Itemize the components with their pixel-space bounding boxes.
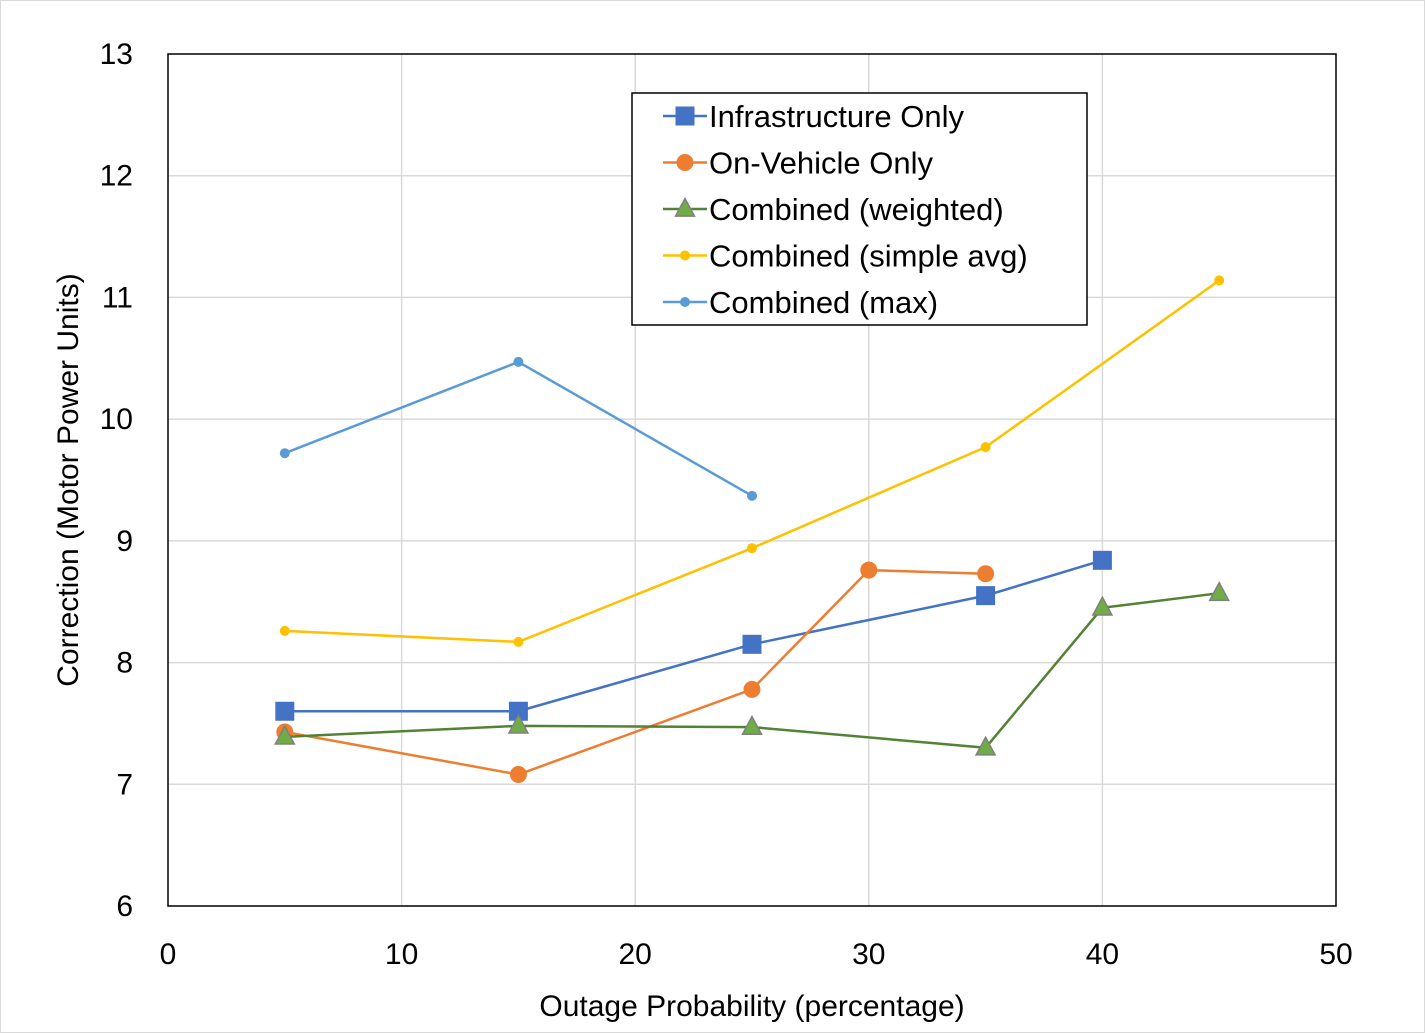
x-axis-title: Outage Probability (percentage)	[539, 990, 964, 1023]
legend-swatch-marker	[675, 106, 695, 126]
data-point-on-vehicle-only	[743, 680, 761, 698]
legend-label: Infrastructure Only	[709, 99, 964, 134]
data-point-infrastructure-only	[1092, 550, 1112, 570]
data-point-infrastructure-only	[275, 701, 295, 721]
data-point-combined-weighted	[741, 714, 763, 735]
legend-item-infrastructure-only: Infrastructure Only	[663, 99, 964, 134]
legend-swatch-marker	[680, 250, 690, 261]
y-tick-label: 9	[116, 525, 133, 558]
data-point-combined-simple-avg	[513, 636, 524, 647]
legend-item-combined-max: Combined (max)	[663, 285, 938, 320]
y-tick-label: 12	[100, 160, 133, 193]
data-point-on-vehicle-only	[977, 565, 995, 583]
data-point-on-vehicle-only	[509, 766, 527, 784]
data-point-combined-weighted	[274, 724, 296, 745]
data-point-combined-simple-avg	[1214, 275, 1225, 286]
data-point-combined-max	[279, 448, 290, 459]
data-point-infrastructure-only	[976, 586, 996, 606]
x-tick-label: 50	[1319, 938, 1352, 971]
legend-label: Combined (simple avg)	[709, 239, 1028, 274]
legend-label: On-Vehicle Only	[709, 146, 933, 181]
x-tick-label: 30	[852, 938, 885, 971]
legend-item-on-vehicle-only: On-Vehicle Only	[663, 146, 933, 181]
data-point-combined-weighted	[974, 735, 997, 756]
x-tick-label: 20	[619, 938, 652, 971]
legend-swatch-marker	[680, 297, 690, 307]
legend: Infrastructure Only On-Vehicle Only Combin…	[631, 92, 1088, 326]
legend-item-combined-simple-avg: Combined (simple avg)	[663, 239, 1028, 274]
x-tick-label: 40	[1086, 938, 1119, 971]
y-axis-title: Correction (Motor Power Units)	[52, 273, 85, 686]
data-point-combined-simple-avg	[980, 442, 991, 453]
data-point-combined-simple-avg	[747, 543, 757, 554]
legend-swatch-marker	[676, 154, 694, 171]
x-axis-tick-labels: 0 10 20 30 40 50	[160, 938, 1353, 971]
data-point-combined-weighted	[1208, 581, 1230, 602]
y-tick-label: 6	[116, 890, 133, 923]
x-tick-label: 0	[160, 938, 177, 971]
x-tick-label: 10	[385, 938, 418, 971]
y-axis-tick-labels: 6 7 8 9 10 11 12 13	[100, 38, 133, 923]
data-point-combined-weighted	[507, 713, 530, 734]
y-tick-label: 13	[100, 38, 133, 71]
data-point-combined-max	[513, 356, 524, 367]
series-group	[274, 275, 1230, 784]
series-infrastructure-only	[275, 550, 1112, 721]
data-point-combined-weighted	[1091, 595, 1114, 616]
legend-swatch-marker	[674, 196, 696, 217]
data-point-combined-simple-avg	[279, 625, 290, 636]
series-combined-simple-avg	[279, 275, 1225, 647]
legend-box	[631, 92, 1088, 326]
series-line-combined-weighted	[284, 591, 1220, 750]
y-tick-label: 10	[100, 403, 133, 436]
data-point-combined-max	[747, 490, 757, 501]
legend-item-combined-weighted: Combined (weighted)	[663, 192, 1004, 227]
y-tick-label: 11	[102, 281, 133, 314]
y-tick-label: 7	[116, 768, 133, 801]
legend-label: Combined (weighted)	[709, 192, 1004, 227]
plot-area-frame	[167, 53, 1337, 907]
y-tick-label: 8	[116, 647, 133, 680]
data-point-on-vehicle-only	[860, 561, 878, 579]
data-point-infrastructure-only	[742, 634, 762, 654]
legend-label: Combined (max)	[709, 285, 938, 320]
series-combined-weighted	[274, 581, 1230, 756]
series-combined-max	[279, 356, 757, 501]
